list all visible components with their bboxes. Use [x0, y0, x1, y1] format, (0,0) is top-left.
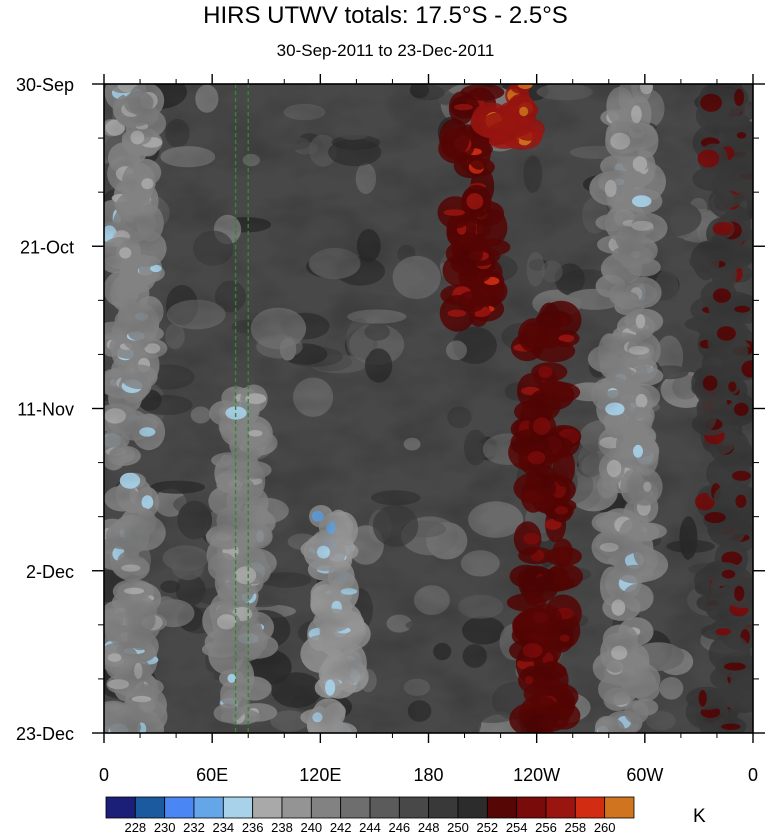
colorbar-label: 244: [359, 820, 381, 834]
colorbar-label: 236: [242, 820, 264, 834]
colorbar-label: 230: [154, 820, 176, 834]
colorbar-box: [545, 796, 576, 819]
colorbar-box: [105, 796, 136, 819]
colorbar-label: 256: [535, 820, 557, 834]
colorbar-box: [574, 796, 606, 819]
colorbar-label: 234: [212, 820, 234, 834]
reference-lines: [234, 84, 249, 733]
x-tick-label: 0: [99, 765, 109, 785]
colorbar-box: [428, 796, 459, 819]
chart-subtitle: 30-Sep-2011 to 23-Dec-2011: [276, 41, 495, 60]
axis-ticks: 0 60E 120E 180 120W 60W 0 30-Sep 21-Oct 11-Nov 2-D…: [16, 74, 765, 785]
colorbar-box: [457, 796, 488, 819]
x-tick-label: 120W: [513, 765, 560, 785]
colorbar-box: [516, 796, 547, 819]
chart-title: HIRS UTWV totals: 17.5°S - 2.5°S: [203, 2, 568, 29]
colorbar-box: [252, 796, 283, 819]
colorbar-box: [193, 796, 224, 819]
colorbar-label: 238: [271, 820, 293, 834]
colorbar-label: 228: [124, 820, 146, 834]
y-tick-label: 23-Dec: [16, 724, 74, 744]
colorbar-box: [369, 796, 400, 819]
colorbar-box: [222, 796, 254, 819]
colorbar-label: 250: [447, 820, 469, 834]
x-tick-label: 60E: [196, 765, 228, 785]
heatmap-field: [104, 84, 753, 733]
colorbar-label: 258: [564, 820, 586, 834]
colorbar-box: [281, 796, 312, 819]
x-tick-label: 180: [413, 765, 443, 785]
colorbar-label: 252: [476, 820, 498, 834]
colorbar-units: K: [693, 806, 706, 827]
x-tick-label: 0: [748, 765, 758, 785]
colorbar-label: 240: [300, 820, 322, 834]
field-texture: [104, 84, 753, 733]
colorbar-box: [604, 796, 635, 819]
y-tick-label: 11-Nov: [17, 400, 74, 420]
colorbar-label: 246: [388, 820, 410, 834]
colorbar-label: 260: [594, 820, 616, 834]
colorbar-box: [486, 796, 518, 819]
colorbar-box: [310, 796, 342, 819]
y-tick-label: 30-Sep: [16, 75, 74, 95]
colorbar-label: 232: [183, 820, 205, 834]
colorbar: 228 230 232 234 236 238 240 242 244 246 248 250 252 2…: [105, 796, 635, 834]
colorbar-label: 242: [330, 820, 352, 834]
x-tick-label: 60W: [626, 765, 663, 785]
colorbar-label: 248: [418, 820, 440, 834]
y-tick-label: 21-Oct: [20, 237, 74, 257]
colorbar-box: [134, 796, 166, 819]
colorbar-box: [398, 796, 430, 819]
y-tick-label: 2-Dec: [26, 562, 74, 582]
x-tick-label: 120E: [299, 765, 341, 785]
colorbar-box: [164, 796, 195, 819]
colorbar-label: 254: [506, 820, 528, 834]
colorbar-box: [340, 796, 371, 819]
